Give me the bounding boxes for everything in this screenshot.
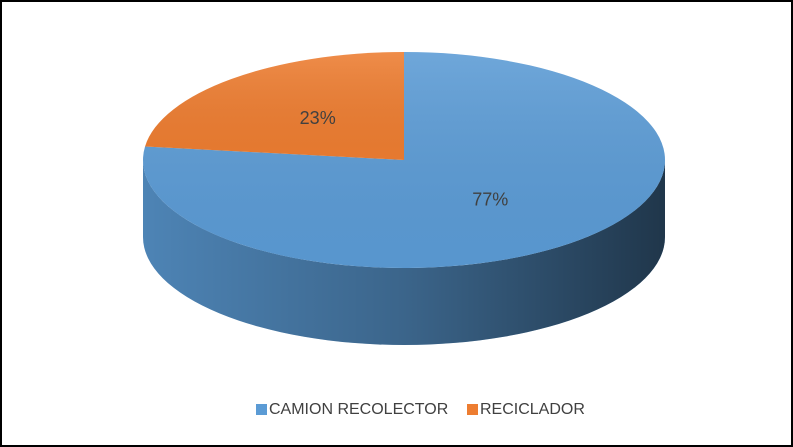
data-label: 23% (300, 108, 336, 128)
side-shade (143, 160, 665, 345)
legend-label: RECICLADOR (480, 401, 585, 418)
slice-shine (145, 52, 405, 160)
legend-label: CAMION RECOLECTOR (269, 401, 448, 418)
legend-swatch (467, 404, 478, 415)
data-label: 77% (472, 189, 508, 209)
legend-swatch (256, 404, 267, 415)
slice-shine (142, 52, 666, 269)
